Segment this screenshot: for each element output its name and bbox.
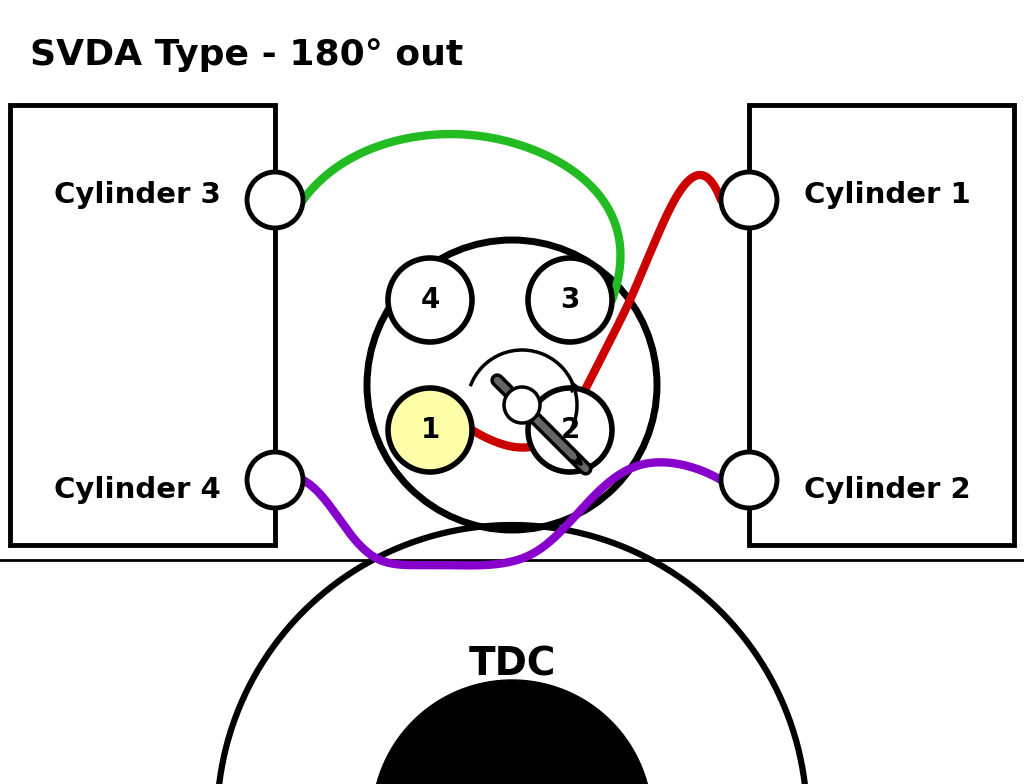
Polygon shape [217,525,807,784]
Circle shape [388,388,472,472]
Text: Cylinder 1: Cylinder 1 [804,181,971,209]
Circle shape [528,258,612,342]
Circle shape [367,240,657,530]
Circle shape [247,452,303,508]
Text: Cylinder 4: Cylinder 4 [53,476,220,504]
Circle shape [388,258,472,342]
Bar [749,105,1014,545]
Text: Cylinder 3: Cylinder 3 [53,181,220,209]
Bar [10,105,275,545]
Text: TDC: TDC [468,646,556,684]
Circle shape [504,387,540,423]
Text: 2: 2 [560,416,580,444]
Text: 1: 1 [421,416,439,444]
Text: 3: 3 [560,286,580,314]
Polygon shape [372,680,652,784]
Text: 4: 4 [420,286,439,314]
Circle shape [721,172,777,228]
Circle shape [247,172,303,228]
Text: Cylinder 2: Cylinder 2 [804,476,971,504]
Circle shape [721,452,777,508]
Text: SVDA Type - 180° out: SVDA Type - 180° out [30,38,463,72]
Circle shape [528,388,612,472]
